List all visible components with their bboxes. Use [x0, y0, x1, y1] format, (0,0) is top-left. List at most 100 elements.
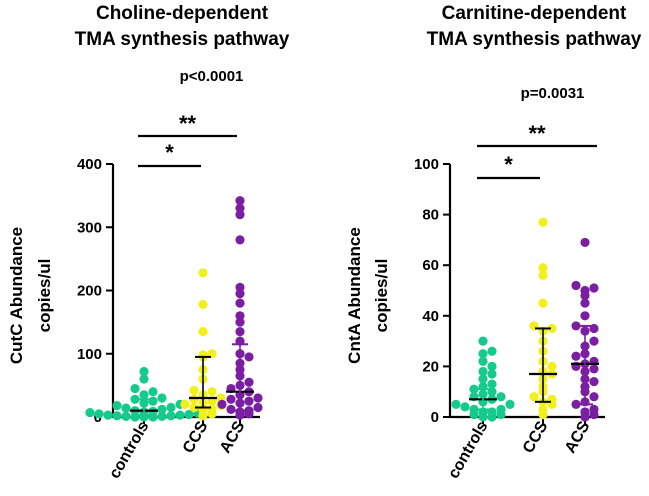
y-tick-label: 20: [422, 358, 439, 375]
data-point: [571, 280, 581, 291]
significance-label: **: [528, 121, 546, 146]
data-point: [538, 404, 548, 415]
chart-title-line-1: Carnitine-dependent: [442, 3, 627, 24]
data-point: [589, 376, 599, 387]
data-point: [460, 402, 470, 412]
data-point: [184, 409, 194, 420]
chart-title-line-2: TMA synthesis pathway: [75, 29, 290, 50]
data-point: [580, 298, 590, 308]
panel-1: Choline-dependent TMA synthesis pathway p<…: [7, 3, 290, 482]
series-controls: [85, 366, 203, 422]
data-point: [130, 394, 140, 404]
chart-title-line-2: TMA synthesis pathway: [427, 29, 642, 50]
chart-title-line-1: Choline-dependent: [96, 3, 269, 24]
data-point: [538, 263, 548, 273]
p-value-label: p<0.0001: [180, 68, 244, 85]
data-point: [496, 392, 506, 402]
data-point: [217, 399, 227, 409]
data-point: [139, 366, 149, 377]
data-point: [538, 217, 548, 227]
data-point: [130, 383, 140, 394]
data-point: [580, 285, 590, 296]
data-point: [478, 356, 488, 366]
y-axis-label-line-2: copies/ul: [372, 259, 391, 333]
data-point: [487, 379, 497, 389]
data-point: [235, 289, 245, 299]
data-point: [244, 352, 254, 362]
data-point: [189, 402, 199, 413]
y-tick-label: 100: [414, 156, 439, 173]
data-point: [487, 369, 497, 379]
data-point: [253, 393, 263, 403]
y-axis-label-line-1: CutC Abundance: [7, 227, 26, 364]
data-point: [451, 399, 461, 409]
p-value-label: p=0.0031: [521, 85, 585, 102]
data-point: [496, 404, 506, 415]
data-point: [175, 410, 185, 420]
data-point: [235, 210, 245, 220]
y-axis-label-line-2: copies/ul: [35, 259, 54, 333]
data-point: [580, 407, 590, 417]
data-point: [478, 374, 488, 384]
data-point: [235, 327, 245, 337]
data-point: [121, 403, 131, 413]
data-point: [580, 311, 590, 321]
data-point: [469, 404, 479, 415]
data-point: [157, 404, 167, 415]
data-point: [547, 323, 557, 334]
series-acs: [217, 196, 263, 420]
data-point: [571, 351, 581, 361]
x-category-label-ccs: CCS: [520, 418, 552, 456]
data-point: [103, 410, 113, 420]
panel-2: Carnitine-dependent TMA synthesis pathway…: [345, 3, 642, 482]
data-point: [478, 336, 488, 346]
y-axis-label-line-1: CntA Abundance: [345, 227, 364, 364]
significance-label: *: [165, 140, 174, 165]
significance-label: **: [179, 111, 197, 136]
data-point: [235, 282, 245, 292]
data-point: [166, 402, 176, 413]
data-point: [469, 384, 479, 394]
data-point: [589, 364, 599, 374]
data-point: [478, 349, 488, 359]
data-point: [207, 387, 217, 397]
data-point: [589, 283, 599, 293]
data-point: [85, 407, 95, 418]
x-category-label-acs: ACS: [562, 418, 594, 456]
data-point: [235, 196, 245, 206]
data-point: [244, 396, 254, 406]
y-tick-label: 40: [422, 308, 439, 325]
data-point: [547, 361, 557, 371]
series-acs: [571, 237, 599, 422]
data-point: [253, 402, 263, 413]
data-point: [235, 203, 245, 213]
data-point: [198, 299, 208, 310]
significance-label: *: [504, 152, 513, 177]
data-point: [478, 366, 488, 377]
data-point: [157, 393, 167, 403]
data-point: [529, 392, 539, 402]
data-point: [487, 361, 497, 371]
series-controls: [451, 336, 515, 422]
y-tick-label: 200: [77, 283, 102, 300]
data-point: [139, 374, 149, 384]
y-tick-label: 0: [431, 409, 439, 426]
x-category-label-acs: ACS: [217, 418, 249, 456]
data-point: [538, 298, 548, 308]
data-point: [538, 270, 548, 280]
data-point: [198, 327, 208, 337]
y-tick-label: 80: [422, 207, 439, 224]
series-ccs: [180, 268, 226, 421]
data-point: [198, 268, 208, 278]
data-point: [580, 237, 590, 248]
x-category-label-controls: controls: [106, 418, 152, 481]
data-point: [235, 235, 245, 245]
data-point: [226, 394, 236, 404]
data-point: [112, 411, 122, 421]
data-point: [235, 407, 245, 417]
data-point: [571, 321, 581, 331]
data-point: [505, 399, 515, 409]
data-point: [589, 392, 599, 402]
data-point: [589, 404, 599, 415]
data-point: [112, 401, 122, 411]
